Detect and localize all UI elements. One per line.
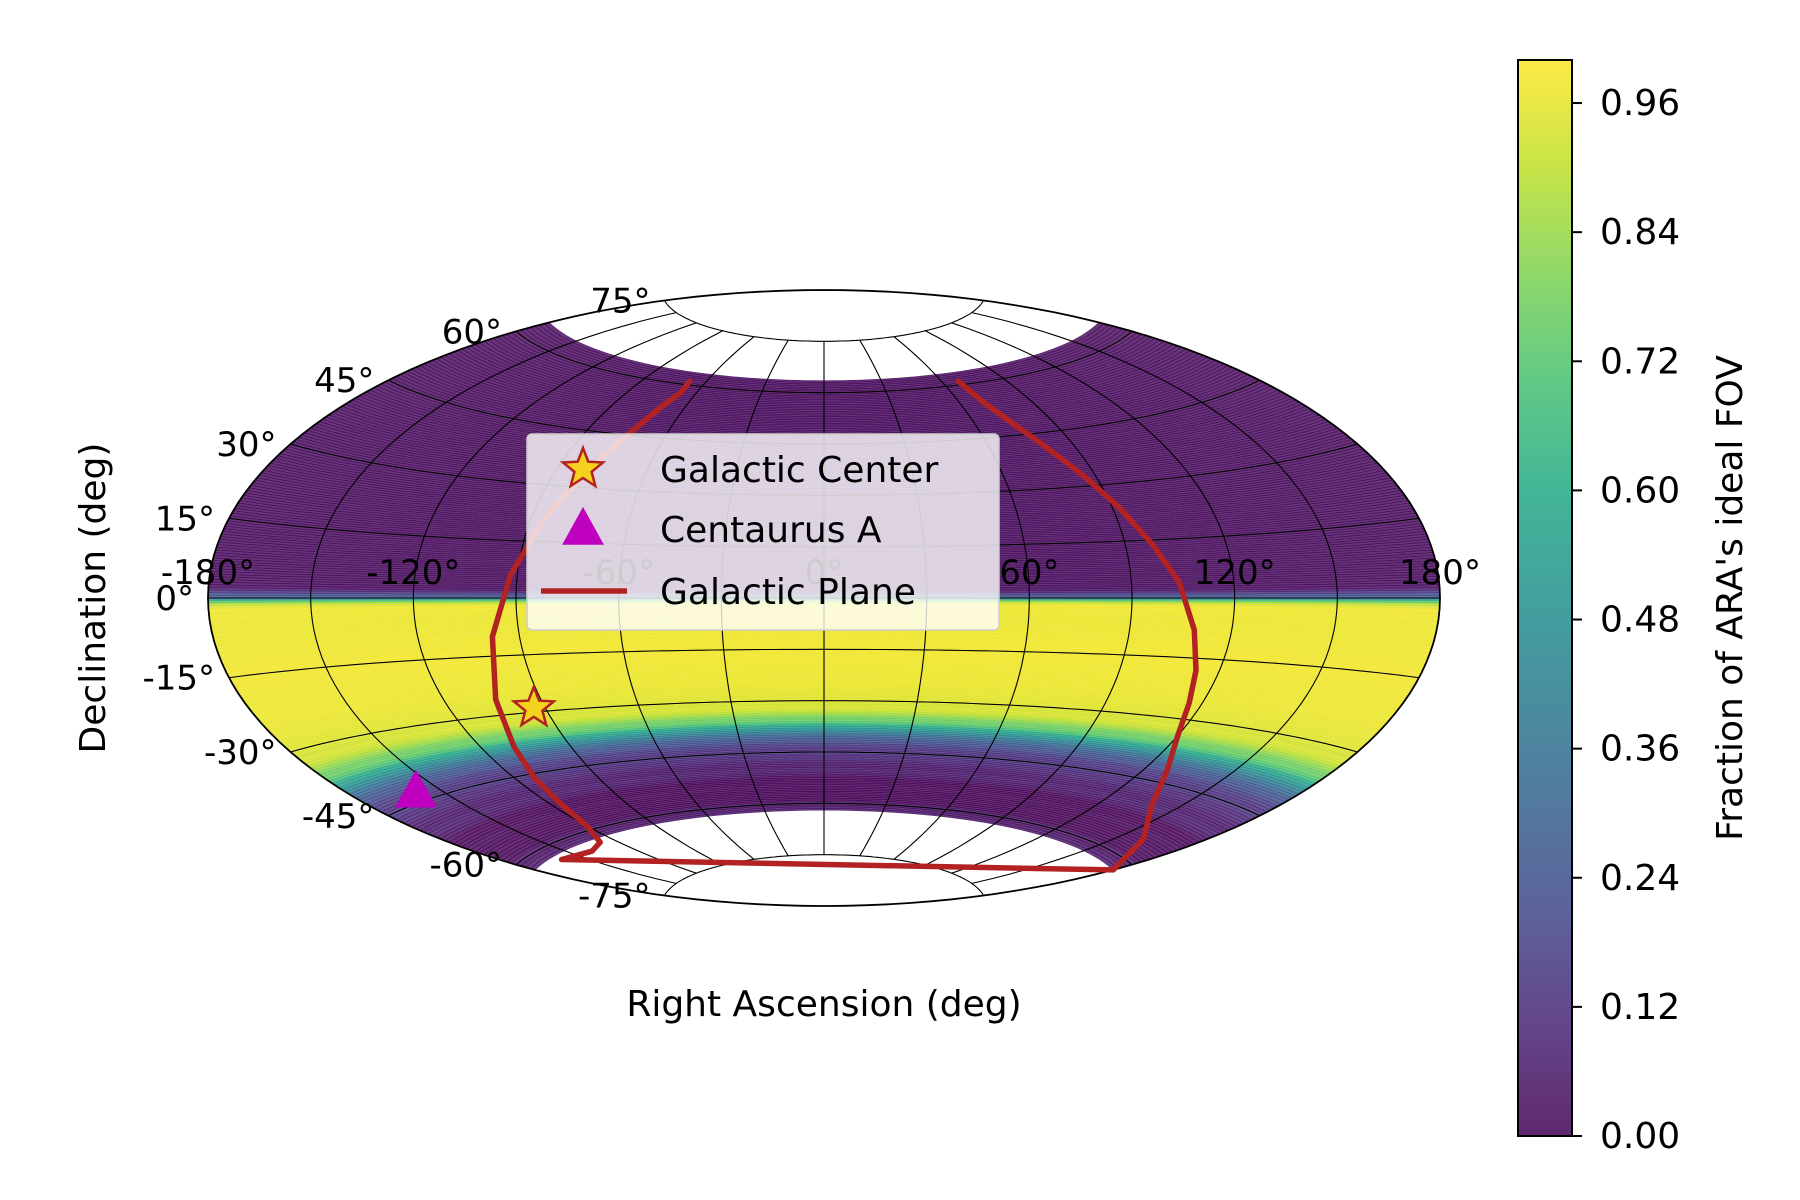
- ra-tick-label: 180°: [1399, 553, 1481, 593]
- colorbar-tick-label: 0.36: [1600, 729, 1680, 770]
- colorbar-ticks: 0.00 0.12 0.24 0.36 0.48 0.60 0.72 0.84 0.96: [1572, 83, 1680, 1157]
- colorbar-label: Fraction of ARA's ideal FOV: [1710, 355, 1751, 841]
- colorbar-tick-label: 0.24: [1600, 858, 1680, 899]
- ra-tick-label: 60°: [999, 553, 1059, 593]
- colorbar-tick-label: 0.60: [1600, 470, 1680, 511]
- dec-tick-label: 30°: [216, 425, 276, 465]
- dec-tick-label: -45°: [302, 797, 375, 837]
- ra-tick-label: 120°: [1194, 553, 1276, 593]
- dec-tick-label: 75°: [590, 281, 650, 321]
- legend-entry-label: Galactic Plane: [660, 572, 916, 613]
- colorbar: 0.00 0.12 0.24 0.36 0.48 0.60 0.72 0.84 0.96 Fra…: [1518, 60, 1751, 1157]
- dec-tick-label: -75°: [578, 877, 651, 917]
- dec-tick-label: 15°: [155, 499, 215, 539]
- colorbar-tick-label: 0.72: [1600, 341, 1680, 382]
- colorbar-tick-label: 0.48: [1600, 600, 1680, 641]
- dec-tick-label: 60°: [442, 312, 502, 352]
- colorbar-gradient: [1518, 60, 1572, 1136]
- ra-tick-label: -120°: [366, 553, 460, 593]
- colorbar-tick-label: 0.84: [1600, 212, 1680, 253]
- x-axis-label: Right Ascension (deg): [626, 984, 1021, 1025]
- colorbar-tick-label: 0.12: [1600, 987, 1680, 1028]
- dec-tick-label: -30°: [204, 733, 277, 773]
- legend-entry-label: Galactic Center: [660, 450, 939, 491]
- dec-tick-label: -15°: [142, 659, 215, 699]
- y-axis-label: Declination (deg): [73, 443, 114, 754]
- legend: Galactic Center Centaurus A Galactic Plane: [527, 434, 999, 630]
- parallel-line: [665, 301, 984, 342]
- dec-tick-label: 45°: [314, 361, 374, 401]
- legend-entry-label: Centaurus A: [660, 510, 882, 551]
- dec-tick-label: 0°: [155, 579, 194, 619]
- colorbar-tick-label: 0.96: [1600, 83, 1680, 124]
- colorbar-tick-label: 0.00: [1600, 1116, 1680, 1157]
- dec-tick-label: -60°: [429, 846, 502, 886]
